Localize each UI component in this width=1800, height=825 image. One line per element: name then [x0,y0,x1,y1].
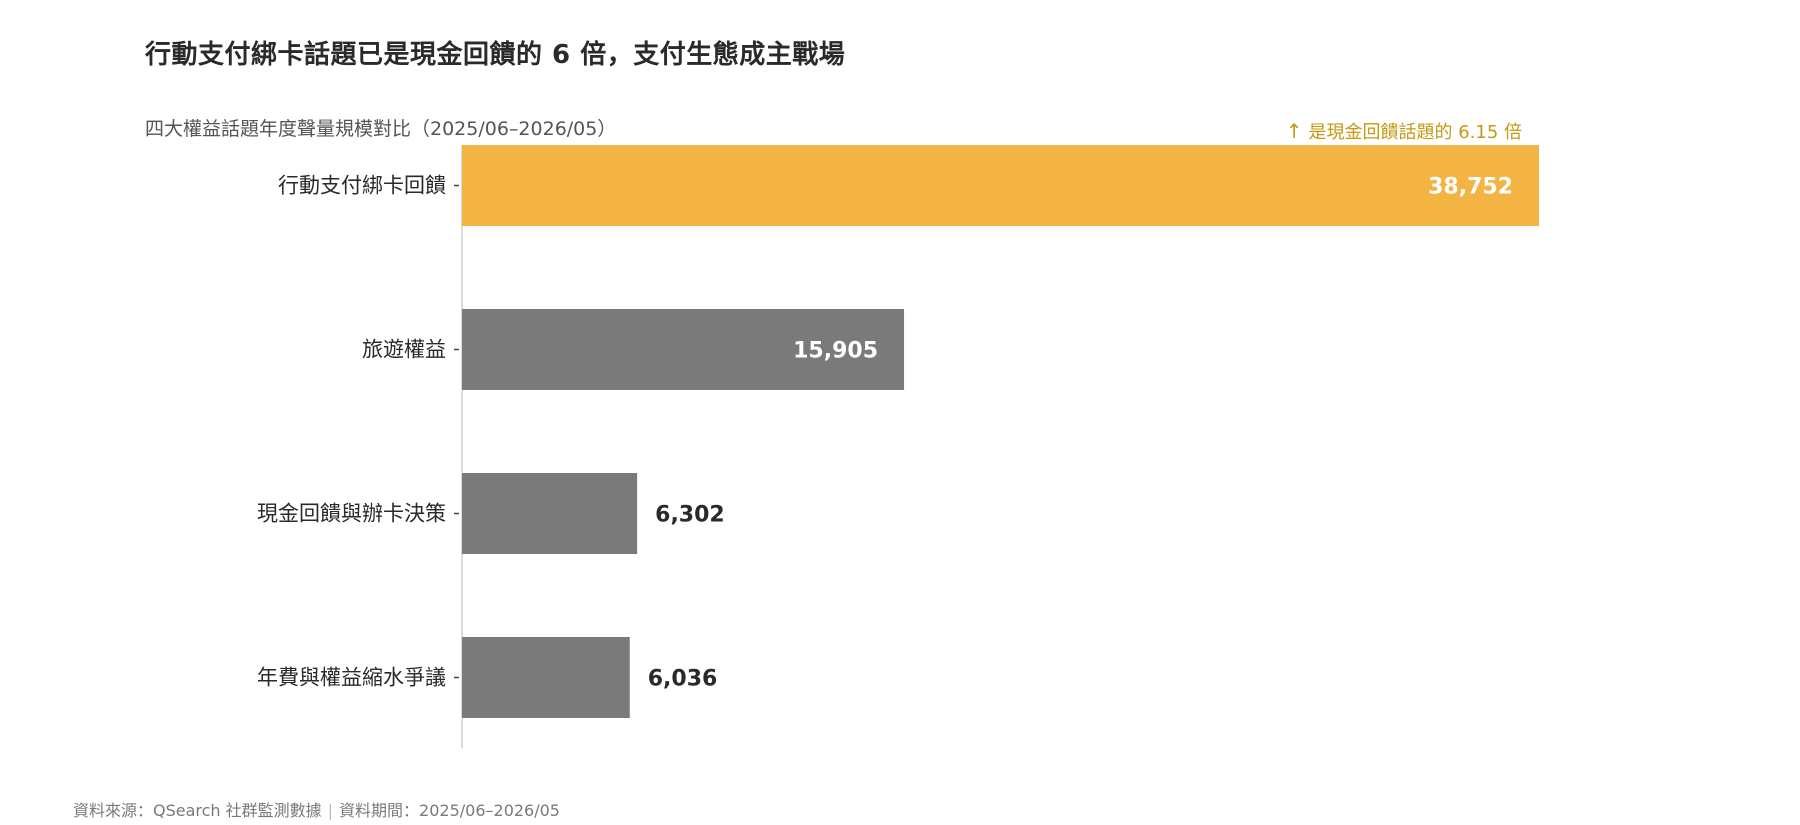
footer-separator: | [327,801,334,820]
arrow-up-icon: ↑ [1285,119,1303,143]
category-label-0: 行動支付綁卡回饋 [278,174,446,198]
value-label-3: 6,036 [648,667,718,692]
value-label-2: 6,302 [655,503,725,528]
category-label-3: 年費與權益縮水爭議 [257,666,446,690]
category-label-1: 旅遊權益 [362,338,446,362]
value-label-0: 38,752 [1428,175,1513,200]
bar-chart: 行動支付綁卡回饋 38,752 旅遊權益 15,905 現金回饋與辦卡決策 6,302 年費… [257,145,1539,748]
bar-0 [462,145,1539,226]
data-source: 資料來源：QSearch 社群監測數據 [73,801,322,820]
annotation-text: 是現金回饋話題的 6.15 倍 [1308,122,1522,143]
chart-title: 行動支付綁卡話題已是現金回饋的 6 倍，支付生態成主戰場 [145,40,846,70]
chart-subtitle: 四大權益話題年度聲量規模對比（2025/06–2026/05） [145,118,617,140]
bar-1 [462,309,905,390]
footer: 資料來源：QSearch 社群監測數據 | 資料期間：2025/06–2026/05 [73,797,560,821]
value-label-1: 15,905 [793,339,878,364]
category-label-2: 現金回饋與辦卡決策 [257,502,446,526]
bar-2 [462,473,638,554]
ratio-annotation: ↑ 是現金回饋話題的 6.15 倍 [1286,118,1522,144]
data-period: 資料期間：2025/06–2026/05 [339,801,560,820]
bar-3 [462,637,630,718]
